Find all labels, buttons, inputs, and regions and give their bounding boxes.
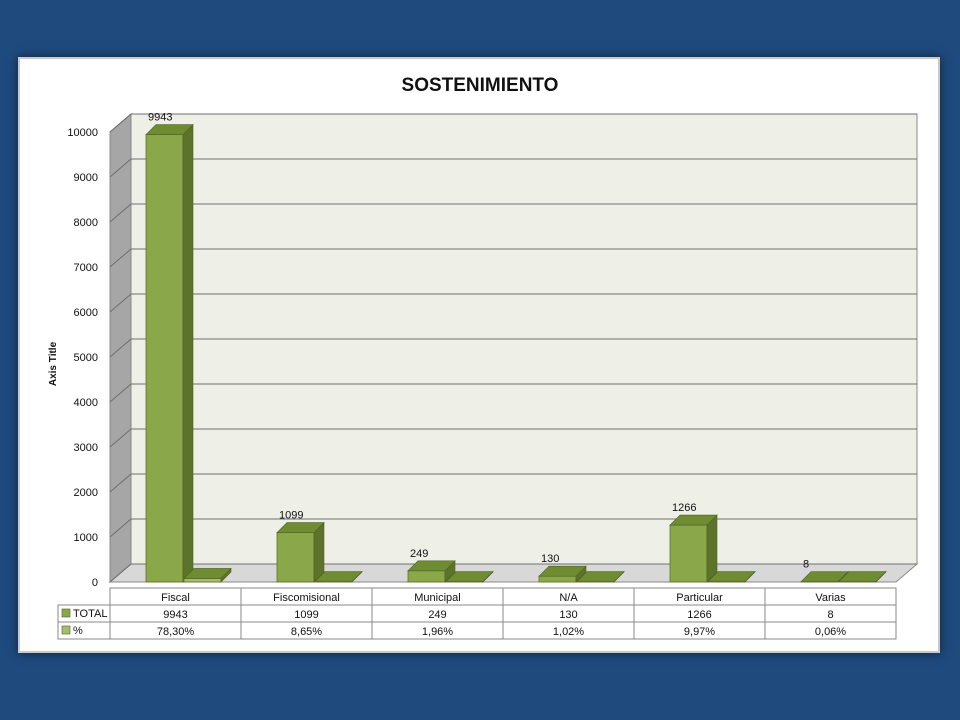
data-label: 9943 — [148, 112, 172, 124]
y-tick-label: 9000 — [74, 172, 98, 184]
table-total-value: 249 — [428, 609, 446, 621]
bar-total — [145, 123, 194, 583]
gridline — [109, 563, 917, 583]
y-tick-label: 7000 — [74, 262, 98, 274]
table-total-value: 130 — [559, 609, 577, 621]
data-label: 1099 — [279, 510, 303, 522]
legend-key — [61, 625, 71, 635]
y-tick-label: 2000 — [74, 487, 98, 499]
bar-total-front — [407, 570, 446, 583]
data-label: 249 — [410, 548, 428, 560]
bar-percent-top — [576, 571, 625, 582]
data-label: 1266 — [672, 502, 696, 514]
bar-percent — [183, 567, 232, 583]
table-category: Municipal — [414, 592, 460, 604]
bars — [145, 123, 887, 583]
table-percent-value: 9,97% — [684, 626, 715, 638]
y-tick-label: 0 — [92, 577, 98, 589]
gridline — [109, 383, 917, 403]
bar-percent — [314, 570, 363, 583]
chart-walls — [108, 112, 919, 584]
y-tick-label: 10000 — [67, 127, 98, 139]
bar-total — [276, 521, 325, 583]
data-labels: 9943 1099 249 130 1266 8 — [148, 112, 809, 571]
bar-percent-top — [183, 568, 232, 579]
table-total-value: 8 — [827, 609, 833, 621]
gridline — [109, 203, 917, 223]
chart-area: 0 1000 2000 3000 4000 5000 6000 7000 8000 9000 100… — [48, 75, 919, 640]
bar-total-top — [800, 571, 849, 582]
gridline — [109, 428, 917, 448]
table-category: Fiscal — [161, 592, 190, 604]
bar-percent — [576, 570, 625, 583]
y-axis-title: Axis Title — [48, 341, 59, 386]
bar-percent — [707, 570, 756, 583]
gridline — [109, 113, 917, 133]
bar-total — [669, 514, 718, 583]
legend-key — [61, 608, 71, 618]
y-tick-label: 8000 — [74, 217, 98, 229]
y-tick-label: 6000 — [74, 307, 98, 319]
bar-total-front — [145, 134, 184, 583]
table-total-value: 9943 — [163, 609, 187, 621]
gridlines — [109, 113, 917, 583]
bar-total — [407, 560, 456, 583]
gridline — [109, 248, 917, 268]
bar-total — [538, 565, 587, 583]
data-table: Fiscal 9943 78,30% Fiscomisional 1099 8,65% Mu… — [57, 587, 897, 640]
data-label: 8 — [803, 559, 809, 571]
bar-total — [800, 570, 849, 583]
bar-total-top — [276, 522, 325, 533]
data-label: 130 — [541, 553, 559, 565]
table-total-value: 1266 — [687, 609, 711, 621]
y-tick-label: 4000 — [74, 397, 98, 409]
bar-total-top — [669, 514, 718, 526]
table-category: Fiscomisional — [273, 592, 340, 604]
bar-percent-front — [183, 578, 222, 583]
table-category: Varias — [815, 592, 846, 604]
chart-slide: 0 1000 2000 3000 4000 5000 6000 7000 8000 9000 100… — [18, 57, 940, 653]
table-percent-value: 1,96% — [422, 626, 453, 638]
table-percent-value: 78,30% — [157, 626, 195, 638]
table-percent-value: 0,06% — [815, 626, 846, 638]
y-tick-label: 3000 — [74, 442, 98, 454]
gridline — [109, 158, 917, 178]
bar-percent — [838, 570, 887, 583]
gridline — [109, 518, 917, 538]
bar-total-top — [407, 560, 456, 572]
bar-total-front — [669, 524, 708, 583]
y-tick-label: 5000 — [74, 352, 98, 364]
bar-total-front — [276, 532, 315, 583]
gridline — [109, 338, 917, 358]
bar-percent-top — [707, 571, 756, 582]
bar-percent-top — [445, 571, 494, 582]
bar-total-side — [182, 123, 194, 583]
table-category: Particular — [676, 592, 723, 604]
series-name: % — [73, 625, 83, 637]
floor — [108, 563, 919, 583]
bar-total-top — [145, 124, 194, 135]
table-total-value: 1099 — [294, 609, 318, 621]
bar-percent — [445, 570, 494, 583]
bar-total-side — [706, 514, 718, 583]
bar-total-front — [538, 575, 577, 583]
y-axis-ticks: 0 1000 2000 3000 4000 5000 6000 7000 8000 9000 100… — [67, 127, 98, 589]
y-tick-label: 1000 — [74, 532, 98, 544]
gridline — [109, 293, 917, 313]
table-percent-value: 1,02% — [553, 626, 584, 638]
bar-total-top — [538, 565, 587, 577]
bar-percent-top — [838, 571, 887, 582]
gridline — [109, 473, 917, 493]
chart-title: SOSTENIMIENTO — [402, 75, 559, 96]
bar-percent-top — [314, 571, 363, 582]
table-category: N/A — [559, 592, 578, 604]
series-name: TOTAL — [73, 608, 107, 620]
table-percent-value: 8,65% — [291, 626, 322, 638]
